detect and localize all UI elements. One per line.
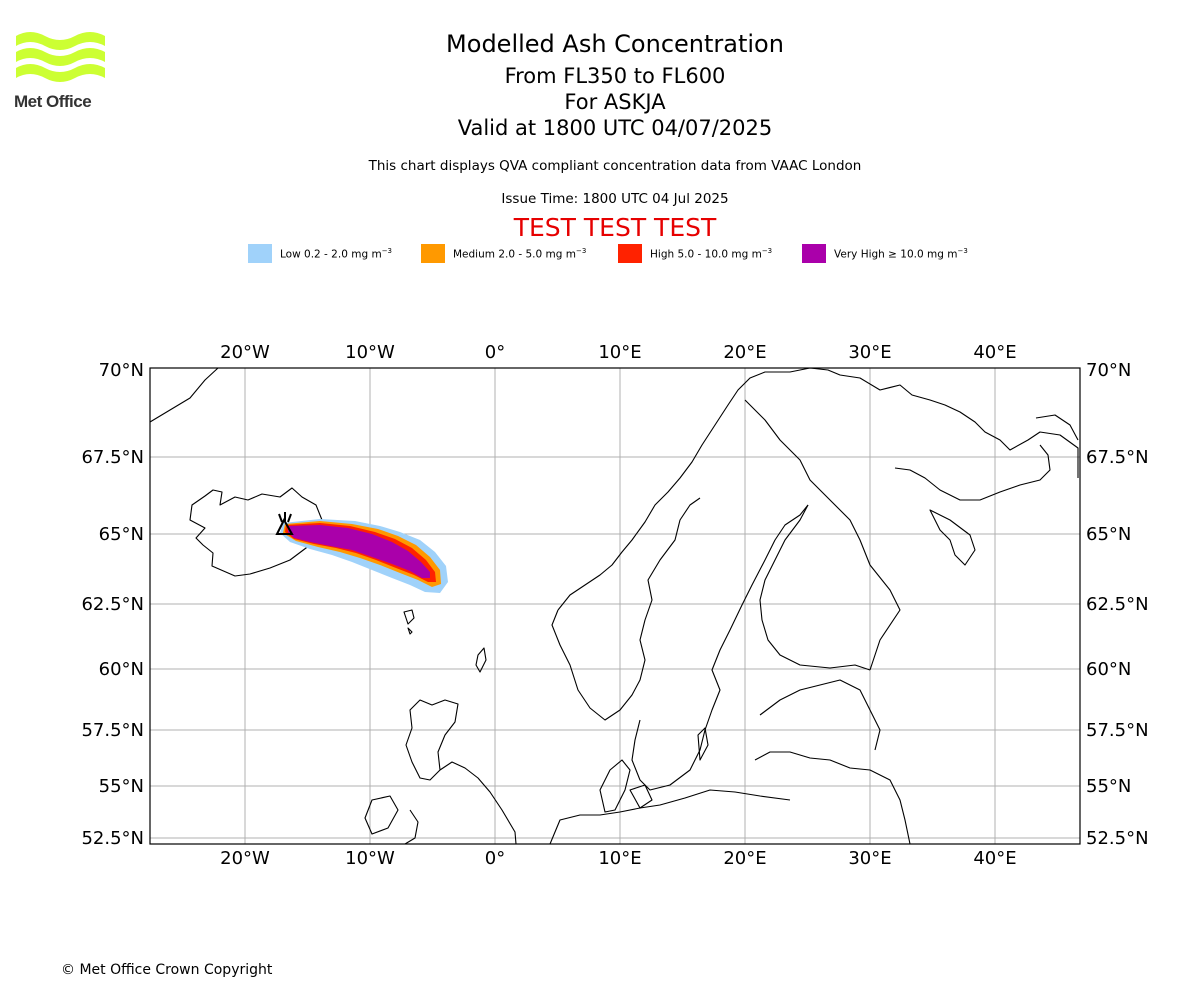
coastlines xyxy=(149,367,1079,845)
map-frame xyxy=(149,367,1081,845)
valid-time: Valid at 1800 UTC 04/07/2025 xyxy=(457,116,773,140)
copyright: © Met Office Crown Copyright xyxy=(61,962,273,978)
lat-tick-left: 62.5°N xyxy=(81,594,144,615)
lon-tick-bottom: 20°W xyxy=(220,848,270,869)
lat-tick-left: 65°N xyxy=(99,524,144,545)
graticule xyxy=(150,368,1080,844)
met-office-logo xyxy=(16,32,105,82)
lat-tick-left: 52.5°N xyxy=(81,828,144,849)
lon-tick-top: 40°E xyxy=(973,342,1016,363)
lat-tick-right: 70°N xyxy=(1086,360,1131,381)
lat-tick-left: 55°N xyxy=(99,776,144,797)
lon-tick-bottom: 10°W xyxy=(345,848,395,869)
legend-low: Low 0.2 - 2.0 mg m−3 xyxy=(248,244,392,263)
lon-tick-bottom: 10°E xyxy=(598,848,641,869)
lat-tick-right: 57.5°N xyxy=(1086,720,1149,741)
legend-very-high: Very High ≥ 10.0 mg m−3 xyxy=(802,244,968,263)
logo-text: Met Office xyxy=(14,92,92,111)
lat-labels-right: 70°N 67.5°N 65°N 62.5°N 60°N 57.5°N 55°N… xyxy=(1086,360,1149,849)
lat-tick-right: 62.5°N xyxy=(1086,594,1149,615)
lon-labels-top: 20°W 10°W 0° 10°E 20°E 30°E 40°E xyxy=(220,342,1016,363)
ash-plume xyxy=(280,519,448,593)
volcano-marker-icon xyxy=(275,512,294,535)
issue-time: Issue Time: 1800 UTC 04 Jul 2025 xyxy=(501,191,729,207)
lat-tick-left: 57.5°N xyxy=(81,720,144,741)
legend-swatch-high xyxy=(618,244,642,263)
legend-medium: Medium 2.0 - 5.0 mg m−3 xyxy=(421,244,586,263)
legend-swatch-low xyxy=(248,244,272,263)
legend-label-medium: Medium 2.0 - 5.0 mg m xyxy=(453,248,576,261)
chart-title: Modelled Ash Concentration xyxy=(446,30,784,58)
lon-tick-top: 0° xyxy=(485,342,505,363)
legend-high: High 5.0 - 10.0 mg m−3 xyxy=(618,244,772,263)
lon-tick-bottom: 30°E xyxy=(848,848,891,869)
flight-levels: From FL350 to FL600 xyxy=(504,64,726,88)
lat-tick-right: 55°N xyxy=(1086,776,1131,797)
lon-tick-top: 10°E xyxy=(598,342,641,363)
lon-tick-top: 20°E xyxy=(723,342,766,363)
legend-swatch-medium xyxy=(421,244,445,263)
lon-tick-bottom: 0° xyxy=(485,848,505,869)
legend-swatch-very-high xyxy=(802,244,826,263)
legend-label-very-high: Very High ≥ 10.0 mg m xyxy=(834,248,958,261)
legend-label-high: High 5.0 - 10.0 mg m xyxy=(650,248,762,261)
lat-tick-right: 67.5°N xyxy=(1086,447,1149,468)
lat-labels-left: 70°N 67.5°N 65°N 62.5°N 60°N 57.5°N 55°N… xyxy=(81,360,144,849)
lon-tick-bottom: 20°E xyxy=(723,848,766,869)
lon-tick-top: 10°W xyxy=(345,342,395,363)
lat-tick-right: 52.5°N xyxy=(1086,828,1149,849)
lon-tick-bottom: 40°E xyxy=(973,848,1016,869)
lat-tick-left: 60°N xyxy=(99,659,144,680)
lat-tick-left: 67.5°N xyxy=(81,447,144,468)
legend-label-low: Low 0.2 - 2.0 mg m xyxy=(280,248,382,261)
lat-tick-right: 65°N xyxy=(1086,524,1131,545)
lon-labels-bottom: 20°W 10°W 0° 10°E 20°E 30°E 40°E xyxy=(220,848,1016,869)
lon-tick-top: 20°W xyxy=(220,342,270,363)
test-banner: TEST TEST TEST xyxy=(513,213,717,242)
lat-tick-left: 70°N xyxy=(99,360,144,381)
chart-description: This chart displays QVA compliant concen… xyxy=(368,158,862,174)
lon-tick-top: 30°E xyxy=(848,342,891,363)
volcano-name: For ASKJA xyxy=(564,90,666,114)
lat-tick-right: 60°N xyxy=(1086,659,1131,680)
ash-very-high xyxy=(288,525,430,578)
